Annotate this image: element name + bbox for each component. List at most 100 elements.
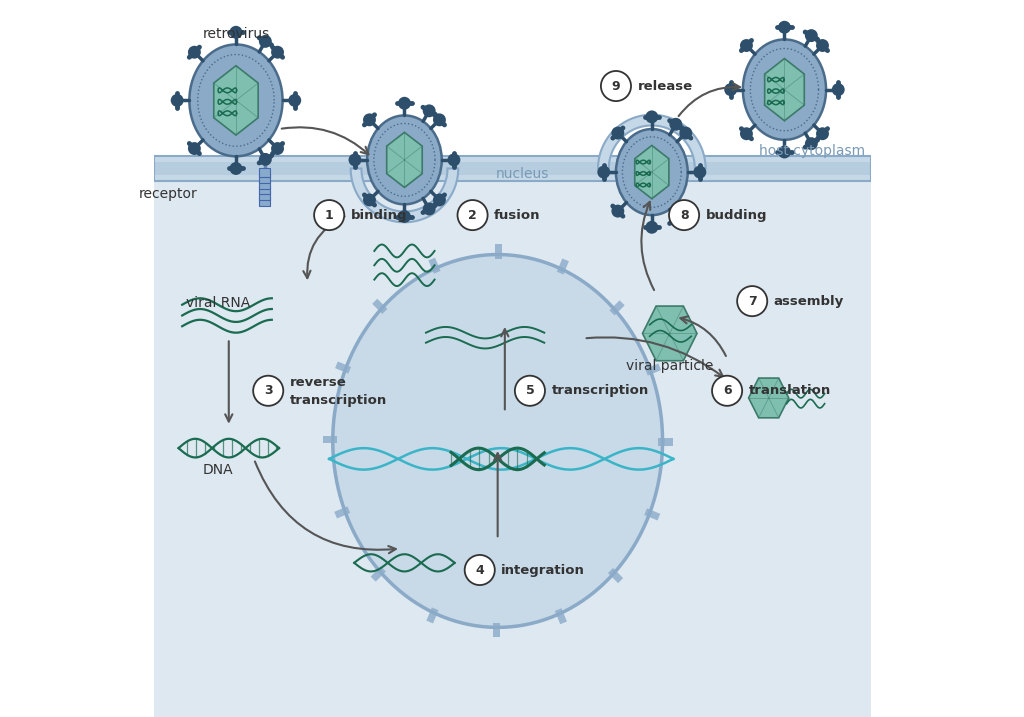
Circle shape [171,94,183,107]
Bar [644,508,660,521]
Circle shape [229,26,243,39]
Text: transcription: transcription [552,384,648,397]
Circle shape [778,146,791,158]
Ellipse shape [189,44,283,156]
Polygon shape [635,146,669,199]
Bar [372,299,387,314]
Circle shape [740,128,753,141]
Circle shape [515,376,545,406]
Polygon shape [749,378,788,418]
Bar [557,259,569,275]
Circle shape [188,46,201,59]
Circle shape [314,200,344,230]
Text: 4: 4 [475,564,484,576]
Polygon shape [765,59,804,120]
Circle shape [259,153,271,166]
Text: transcription: transcription [290,394,387,407]
Text: nucleus: nucleus [496,166,550,181]
Circle shape [423,202,435,215]
Text: integration: integration [501,564,585,576]
Text: viral RNA: viral RNA [186,296,250,310]
Bar [154,156,870,181]
Circle shape [778,21,791,34]
Text: 5: 5 [525,384,535,397]
Circle shape [253,376,284,406]
Bar [371,566,386,581]
Circle shape [447,153,461,166]
Text: 6: 6 [723,384,731,397]
Circle shape [611,204,625,217]
Text: reverse: reverse [290,376,346,389]
Circle shape [737,286,767,316]
Text: budding: budding [706,209,767,222]
Bar [426,607,438,623]
Circle shape [398,210,411,223]
Bar [259,197,270,206]
Bar [658,438,673,445]
Bar [645,364,662,376]
Bar [259,191,270,200]
Circle shape [271,142,284,155]
Polygon shape [598,115,706,168]
Ellipse shape [368,115,441,204]
Circle shape [645,110,658,123]
Polygon shape [350,168,458,222]
Text: receptor: receptor [139,186,198,201]
Text: 3: 3 [264,384,272,397]
Bar [259,174,270,183]
Circle shape [724,83,737,96]
Circle shape [611,127,625,140]
Text: viral particle: viral particle [626,358,714,373]
Bar [334,506,350,518]
Circle shape [805,29,818,42]
Circle shape [601,71,631,101]
Text: translation: translation [749,384,830,397]
Circle shape [188,142,201,155]
Circle shape [669,200,699,230]
Circle shape [433,113,445,126]
Polygon shape [387,133,422,187]
Polygon shape [214,66,258,135]
Circle shape [816,39,829,52]
Bar [609,300,625,315]
Text: 8: 8 [680,209,688,222]
Bar [608,568,624,583]
Text: fusion: fusion [494,209,541,222]
Circle shape [364,113,376,126]
Bar [154,168,870,717]
Text: DNA: DNA [203,462,233,477]
Circle shape [398,97,411,110]
Text: 1: 1 [325,209,334,222]
Text: release: release [638,80,692,92]
Bar [493,623,500,637]
Bar [496,244,503,259]
Circle shape [693,166,707,179]
Bar [259,186,270,194]
Circle shape [670,118,682,130]
Circle shape [679,127,692,140]
Circle shape [364,194,376,206]
Circle shape [423,105,435,118]
Circle shape [805,137,818,150]
Text: host cytoplasm: host cytoplasm [760,143,865,158]
Ellipse shape [616,129,688,215]
Text: assembly: assembly [774,295,844,308]
Circle shape [831,83,845,96]
Bar [154,162,870,175]
Bar [259,168,270,177]
Bar [428,257,440,274]
Text: binding: binding [350,209,408,222]
Circle shape [740,39,753,52]
Text: 2: 2 [468,209,477,222]
Circle shape [259,35,271,48]
Text: 9: 9 [611,80,621,92]
Circle shape [670,214,682,227]
Circle shape [271,46,284,59]
Ellipse shape [742,39,826,140]
Circle shape [289,94,301,107]
Circle shape [348,153,361,166]
Bar [335,361,351,374]
Circle shape [712,376,742,406]
Circle shape [816,128,829,141]
Circle shape [645,221,658,234]
